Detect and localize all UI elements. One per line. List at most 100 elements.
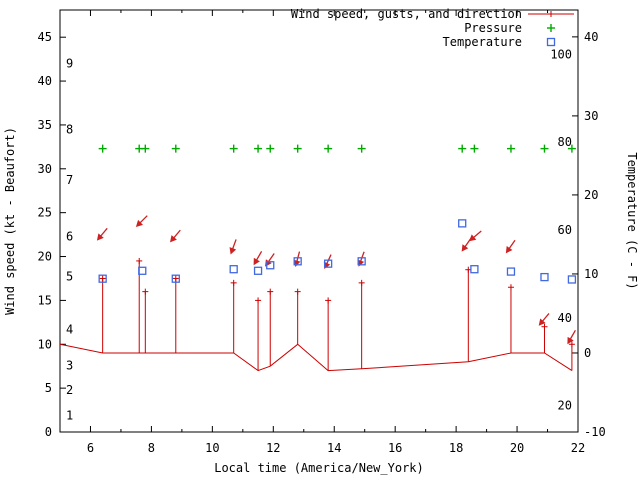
fahrenheit-label: 20 (558, 399, 572, 413)
temperature-mark (323, 259, 333, 268)
arrow-head-icon (96, 233, 104, 241)
wind-direction-arrow (538, 313, 550, 326)
fahrenheit-label: 100 (550, 47, 572, 61)
y-left-tick-label: 0 (45, 425, 52, 439)
arrow-shaft (139, 215, 148, 224)
arrow-head-icon (538, 318, 546, 326)
y-left-tick-label: 25 (38, 206, 52, 220)
y-left-tick-label: 40 (38, 74, 52, 88)
wind-direction-arrow (253, 251, 263, 266)
arrow-head-icon (229, 247, 237, 255)
y-right-tick-label: 40 (584, 30, 598, 44)
y-left-tick-label: 5 (45, 381, 52, 395)
fahrenheit-label: 60 (558, 223, 572, 237)
arrow-head-icon (469, 234, 477, 242)
wind-direction-arrow (96, 227, 108, 241)
arrow-head-icon (293, 259, 301, 267)
y-left-tick-label: 45 (38, 30, 52, 44)
legend: Wind speed, gusts, and direction Pressur… (291, 7, 574, 49)
arrow-shaft (541, 313, 550, 323)
x-tick-label: 8 (148, 441, 155, 455)
arrow-shaft (267, 253, 275, 263)
legend-temperature-label: Temperature (443, 35, 522, 49)
y-left-axis-label: Wind speed (kt - Beaufort) (3, 127, 17, 315)
y-right-tick-label: 20 (584, 188, 598, 202)
arrow-shaft (508, 239, 516, 250)
wind-direction-arrow (170, 229, 181, 243)
y-left-tick-label: 20 (38, 250, 52, 264)
arrow-head-icon (135, 219, 144, 227)
axes-group: 6 8 10 12 14 16 18 20 22051015202530354045123456… (38, 10, 606, 455)
arrow-shaft (569, 330, 576, 341)
x-tick-label: 16 (388, 441, 402, 455)
arrow-shaft (255, 251, 263, 262)
legend-temperature-symbol (546, 37, 556, 47)
x-tick-label: 12 (266, 441, 280, 455)
x-tick-label: 14 (327, 441, 341, 455)
x-tick-label: 10 (205, 441, 219, 455)
beaufort-label: 1 (66, 408, 73, 422)
temperature-mark (253, 266, 263, 275)
arrow-shaft (99, 227, 108, 238)
temperature-mark (458, 219, 467, 228)
temperature-mark (171, 274, 180, 283)
arrow-head-icon (567, 336, 574, 345)
x-tick-label: 20 (510, 441, 524, 455)
legend-wind-label: Wind speed, gusts, and direction (291, 7, 522, 21)
arrow-head-icon (461, 244, 469, 252)
temperature-mark (540, 272, 549, 282)
beaufort-label: 2 (66, 383, 73, 397)
y-right-axis-label: Temperature (C - F) (625, 152, 639, 289)
x-tick-label: 22 (571, 441, 585, 455)
temperature-mark (567, 275, 577, 284)
fahrenheit-label: 80 (558, 135, 572, 149)
y-left-tick-label: 10 (38, 337, 52, 351)
x-tick-label: 6 (87, 441, 94, 455)
beaufort-label: 4 (66, 322, 73, 336)
arrow-head-icon (357, 259, 365, 267)
wind-speed-line (59, 343, 573, 372)
arrow-shaft (472, 230, 482, 239)
plot-border (59, 9, 579, 433)
legend-symbols (528, 11, 574, 47)
y-right-tick-label: 0 (584, 346, 591, 360)
wind-direction-arrow (265, 253, 275, 267)
arrow-shaft (359, 251, 365, 263)
wind-direction-arrow (469, 230, 482, 242)
beaufort-label: 3 (66, 358, 73, 372)
temperature-mark (266, 261, 275, 270)
y-right-tick-label: 30 (584, 109, 598, 123)
temperature-mark (138, 266, 147, 275)
x-axis-label: Local time (America/New_York) (214, 461, 424, 475)
beaufort-label: 5 (66, 270, 73, 284)
legend-pressure-label: Pressure (464, 21, 522, 35)
wind-direction-arrow (135, 215, 148, 227)
fahrenheit-label: 40 (558, 311, 572, 325)
y-left-tick-label: 15 (38, 293, 52, 307)
wind-direction-arrow (505, 239, 516, 254)
series-group (59, 144, 577, 372)
temperature-mark (506, 267, 516, 276)
y-left-tick-label: 35 (38, 118, 52, 132)
beaufort-label: 9 (66, 57, 73, 71)
y-left-tick-label: 30 (38, 162, 52, 176)
arrow-shaft (296, 251, 301, 263)
arrow-head-icon (505, 246, 513, 254)
arrow-shaft (172, 229, 181, 239)
temperature-mark (470, 265, 479, 274)
temperature-mark (293, 257, 302, 266)
temperature-mark (229, 265, 238, 274)
temperature-mark (357, 257, 366, 266)
wind-direction-arrow (567, 330, 576, 345)
wind-direction-arrow (229, 239, 237, 255)
arrow-head-icon (323, 261, 331, 270)
x-tick-label: 18 (449, 441, 463, 455)
beaufort-label: 7 (66, 173, 73, 187)
y-right-tick-label: 10 (584, 267, 598, 281)
arrow-head-icon (170, 235, 177, 243)
temperature-mark (98, 274, 107, 283)
beaufort-label: 8 (66, 122, 73, 136)
beaufort-label: 6 (66, 229, 73, 243)
